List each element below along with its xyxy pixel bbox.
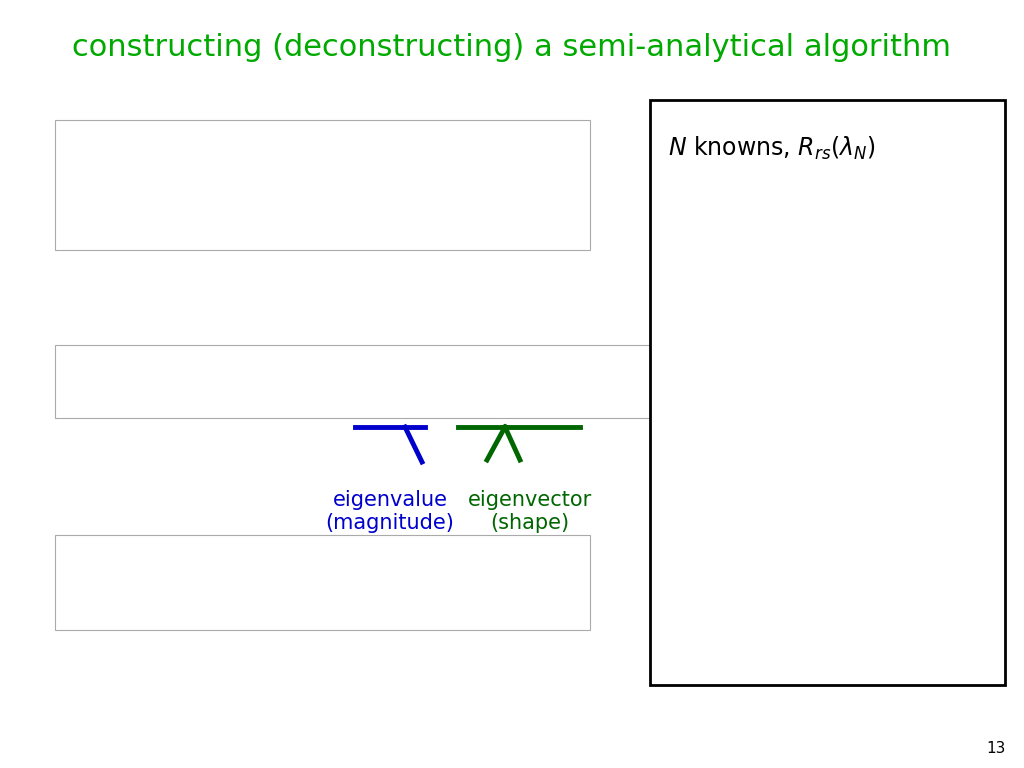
Text: $\mathit{N}$ knowns, $\mathit{R}_{rs}(\lambda_N)$: $\mathit{N}$ knowns, $\mathit{R}_{rs}(\l… xyxy=(668,135,876,162)
Text: 13: 13 xyxy=(987,741,1006,756)
Text: eigenvalue
(magnitude): eigenvalue (magnitude) xyxy=(326,490,455,533)
Bar xyxy=(650,100,1005,685)
Bar xyxy=(55,120,590,250)
Text: constructing (deconstructing) a semi-analytical algorithm: constructing (deconstructing) a semi-ana… xyxy=(73,34,951,62)
Bar xyxy=(55,345,655,418)
Bar xyxy=(55,535,590,630)
Text: eigenvector
(shape): eigenvector (shape) xyxy=(468,490,592,533)
